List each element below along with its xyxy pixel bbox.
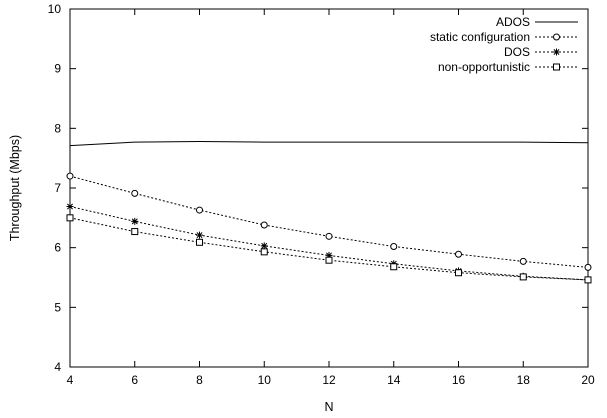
data-point-dos <box>260 242 268 250</box>
series-line-ados <box>69 140 589 147</box>
series-line-non-opportunistic <box>69 217 589 281</box>
x-tick-label: 10 <box>258 373 272 387</box>
legend-label-ados: ADOS <box>496 15 530 29</box>
data-point-static-configuration <box>584 263 592 271</box>
data-point-static-configuration <box>455 250 462 258</box>
x-tick-label: 8 <box>196 373 203 387</box>
x-tick-label: 12 <box>322 373 336 387</box>
data-point-dos <box>131 217 139 225</box>
series-line-dos <box>69 206 589 281</box>
x-tick-label: 20 <box>581 373 595 387</box>
data-point-non-opportunistic <box>455 269 462 277</box>
data-point-static-configuration <box>260 221 268 229</box>
axis-ticks: 4 6 8 10 12 14 16 18 20 4 5 6 7 8 9 10 <box>48 2 595 387</box>
data-point-static-configuration <box>131 189 139 197</box>
y-axis-label: Throughput (Mbps) <box>8 135 22 241</box>
legend-marker-non-opportunistic <box>553 63 560 71</box>
legend-marker-dos <box>553 48 560 56</box>
data-point-dos <box>325 251 333 259</box>
series-static-configuration <box>66 172 592 271</box>
data-point-non-opportunistic <box>325 256 333 264</box>
series-non-opportunistic <box>66 214 592 284</box>
legend-label-non-opportunistic: non-opportunistic <box>438 60 530 74</box>
y-tick-label: 6 <box>54 241 61 255</box>
y-tick-label: 8 <box>54 121 61 135</box>
data-point-static-configuration <box>325 232 333 240</box>
y-tick-label: 5 <box>54 300 61 314</box>
data-point-static-configuration <box>66 172 74 180</box>
series-layer <box>66 140 592 284</box>
data-point-static-configuration <box>390 242 398 250</box>
legend-label-dos: DOS <box>504 45 530 59</box>
x-tick-label: 14 <box>387 373 401 387</box>
x-axis-label: N <box>324 400 333 414</box>
legend-label-static-configuration: static configuration <box>430 30 530 44</box>
data-point-non-opportunistic <box>584 276 592 284</box>
legend-marker-static-configuration <box>553 33 560 41</box>
data-point-non-opportunistic <box>390 263 398 271</box>
data-point-non-opportunistic <box>519 273 527 281</box>
data-point-non-opportunistic <box>66 214 74 222</box>
data-point-static-configuration <box>196 206 203 214</box>
y-tick-label: 10 <box>48 2 62 16</box>
series-line-static-configuration <box>69 175 589 268</box>
series-dos <box>66 202 592 284</box>
x-tick-label: 18 <box>517 373 531 387</box>
y-tick-label: 9 <box>54 62 61 76</box>
data-point-dos <box>66 202 74 210</box>
data-point-dos <box>196 231 203 239</box>
series-ados <box>69 140 589 147</box>
x-tick-label: 16 <box>452 373 466 387</box>
x-tick-label: 4 <box>67 373 74 387</box>
x-tick-label: 6 <box>131 373 138 387</box>
data-point-non-opportunistic <box>131 228 139 236</box>
data-point-non-opportunistic <box>196 238 203 246</box>
data-point-non-opportunistic <box>260 248 268 256</box>
y-tick-label: 4 <box>54 360 61 374</box>
data-point-static-configuration <box>519 257 527 265</box>
y-tick-label: 7 <box>54 181 61 195</box>
